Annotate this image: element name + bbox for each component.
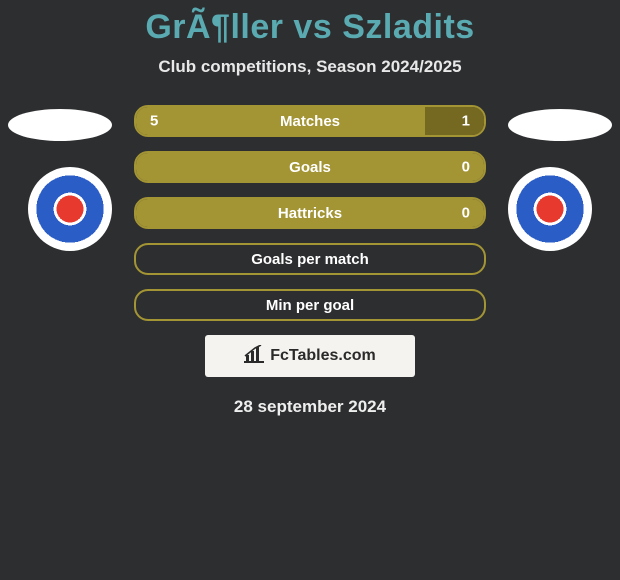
club-badge-icon — [516, 175, 584, 243]
bar-right-value: 1 — [462, 113, 470, 130]
watermark-text: FcTables.com — [270, 347, 376, 365]
bar-label: Matches — [280, 113, 340, 130]
bar-left-value: 5 — [150, 113, 158, 130]
subtitle: Club competitions, Season 2024/2025 — [0, 57, 620, 77]
stat-bar: 5 1 Matches — [134, 105, 486, 137]
bar-right-value: 0 — [462, 159, 470, 176]
stat-bar: Goals per match — [134, 243, 486, 275]
player-right-portrait — [508, 109, 612, 141]
club-left-logo — [28, 167, 112, 251]
bar-right-value: 0 — [462, 205, 470, 222]
player-left-portrait — [8, 109, 112, 141]
bar-label: Goals per match — [251, 251, 369, 268]
date-text: 28 september 2024 — [0, 397, 620, 417]
bar-label: Goals — [289, 159, 331, 176]
club-right-logo — [508, 167, 592, 251]
main-panel: 5 1 Matches 0 Goals 0 Hattricks Goals per match… — [0, 105, 620, 417]
bar-label: Hattricks — [278, 205, 342, 222]
page-title: GrÃ¶ller vs Szladits — [0, 8, 620, 47]
stat-bar: Min per goal — [134, 289, 486, 321]
stat-bar: 0 Goals — [134, 151, 486, 183]
stat-bar: 0 Hattricks — [134, 197, 486, 229]
club-badge-icon — [36, 175, 104, 243]
infographic-container: GrÃ¶ller vs Szladits Club competitions, … — [0, 0, 620, 417]
chart-icon — [244, 345, 264, 368]
watermark: FcTables.com — [205, 335, 415, 377]
stat-bars: 5 1 Matches 0 Goals 0 Hattricks Goals per match… — [134, 105, 486, 321]
bar-label: Min per goal — [266, 297, 354, 314]
bar-fill-right — [425, 107, 484, 135]
